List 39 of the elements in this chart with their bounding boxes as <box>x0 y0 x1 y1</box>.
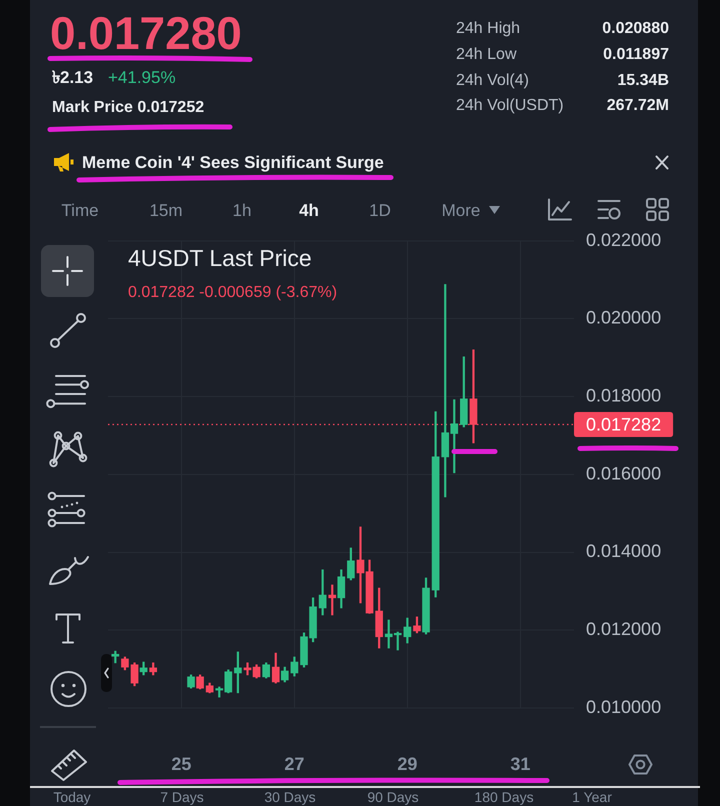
x-tick-label: 27 <box>284 754 304 774</box>
text: +41.95% <box>108 68 176 87</box>
text: 30 Days <box>264 789 316 805</box>
y-tick-label: 0.010000 <box>586 696 662 717</box>
x-tick-label: 31 <box>510 754 530 774</box>
text: 0.017282 -0.000659 (-3.67%) <box>128 284 338 301</box>
text: 24h High <box>456 20 520 37</box>
x-tick-label: 25 <box>171 754 192 774</box>
text: 1D <box>369 201 391 220</box>
text: 0.017280 <box>50 7 242 59</box>
y-tick-label: 0.014000 <box>586 541 662 562</box>
y-tick-label: 0.020000 <box>586 308 662 328</box>
text: Mark Price 0.017252 <box>52 99 204 116</box>
ref-line-label: 0.017282 <box>586 414 662 434</box>
text: 15.34B <box>617 72 669 89</box>
chart-title: 4USDT Last Price <box>128 245 312 271</box>
text: 24h Low <box>456 46 516 63</box>
y-tick-label: 0.018000 <box>586 386 662 406</box>
x-tick-label: 29 <box>397 754 418 774</box>
text: 90 Days <box>367 789 419 805</box>
text: 4h <box>299 201 319 220</box>
text: 267.72M <box>606 97 669 114</box>
text: 0.020880 <box>602 20 669 37</box>
text: Meme Coin '4' Sees Significant Surge <box>82 153 384 172</box>
text: Time <box>61 201 99 220</box>
text: More <box>442 201 480 220</box>
text: 24h Vol(4) <box>456 72 529 89</box>
text: 0.011897 <box>603 46 669 63</box>
text: 1 Year <box>572 789 612 805</box>
text: 180 Days <box>474 789 534 805</box>
y-tick-label: 0.016000 <box>586 463 662 484</box>
y-tick-label: 0.022000 <box>586 230 662 250</box>
y-tick-label: 0.012000 <box>586 619 662 640</box>
text: 24h Vol(USDT) <box>456 97 564 114</box>
text: Today <box>53 789 91 805</box>
text: 7 Days <box>160 789 204 805</box>
text: 1h <box>232 201 252 220</box>
text: 15m <box>149 201 183 220</box>
text: ৳2.13 <box>52 68 94 87</box>
